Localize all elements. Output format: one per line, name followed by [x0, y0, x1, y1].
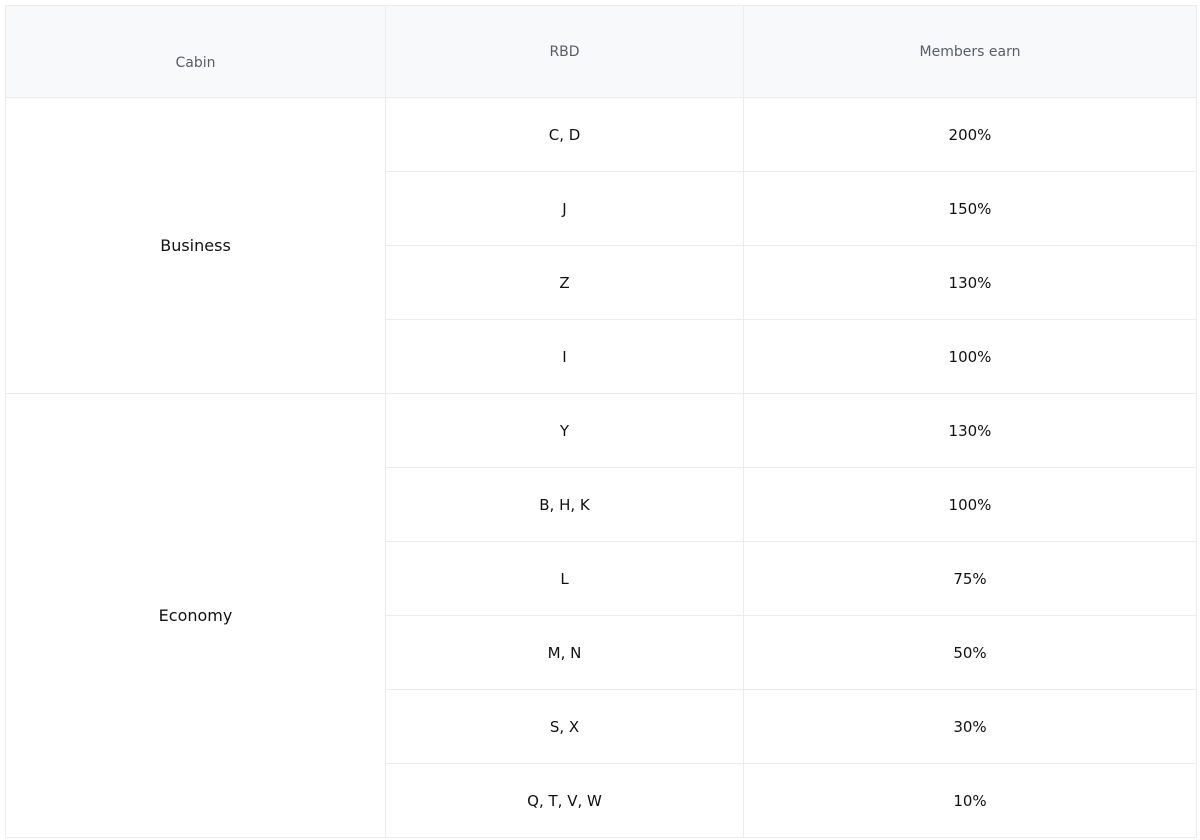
- table-row: Economy Y 130%: [5, 393, 1197, 838]
- table-row: Business C, D 200%: [5, 97, 1197, 394]
- table-row: Z 130%: [6, 245, 1197, 320]
- members-earn-cell: 50%: [743, 615, 1197, 690]
- rbd-cell: C, D: [385, 97, 744, 172]
- cabin-cell: Economy: [5, 393, 386, 838]
- header-row: Cabin RBD Members earn: [5, 5, 1197, 98]
- rbd-cell: Y: [385, 393, 744, 468]
- table-row: J 150%: [6, 171, 1197, 246]
- rbd-cell: J: [385, 171, 744, 246]
- header-cabin: Cabin: [5, 5, 386, 98]
- header-rbd: RBD: [385, 5, 744, 98]
- members-earn-cell: 130%: [743, 393, 1197, 468]
- cabin-cell: Business: [5, 97, 386, 394]
- header-members-earn: Members earn: [743, 5, 1197, 98]
- members-earn-cell: 30%: [743, 689, 1197, 764]
- table-row: S, X 30%: [6, 689, 1197, 764]
- table-row: M, N 50%: [6, 615, 1197, 690]
- earn-rates-table: Cabin RBD Members earn Business C, D 200% J…: [5, 5, 1197, 838]
- rbd-cell: I: [385, 319, 744, 394]
- rbd-cell: B, H, K: [385, 467, 744, 542]
- members-earn-cell: 100%: [743, 319, 1197, 394]
- table-row: Q, T, V, W 10%: [6, 763, 1197, 838]
- rbd-cell: Q, T, V, W: [385, 763, 744, 838]
- rbd-cell: S, X: [385, 689, 744, 764]
- members-earn-cell: 130%: [743, 245, 1197, 320]
- rbd-cell: Z: [385, 245, 744, 320]
- rbd-cell: L: [385, 541, 744, 616]
- members-earn-cell: 75%: [743, 541, 1197, 616]
- members-earn-cell: 200%: [743, 97, 1197, 172]
- members-earn-cell: 100%: [743, 467, 1197, 542]
- table-row: I 100%: [6, 319, 1197, 394]
- members-earn-cell: 150%: [743, 171, 1197, 246]
- rbd-cell: M, N: [385, 615, 744, 690]
- members-earn-cell: 10%: [743, 763, 1197, 838]
